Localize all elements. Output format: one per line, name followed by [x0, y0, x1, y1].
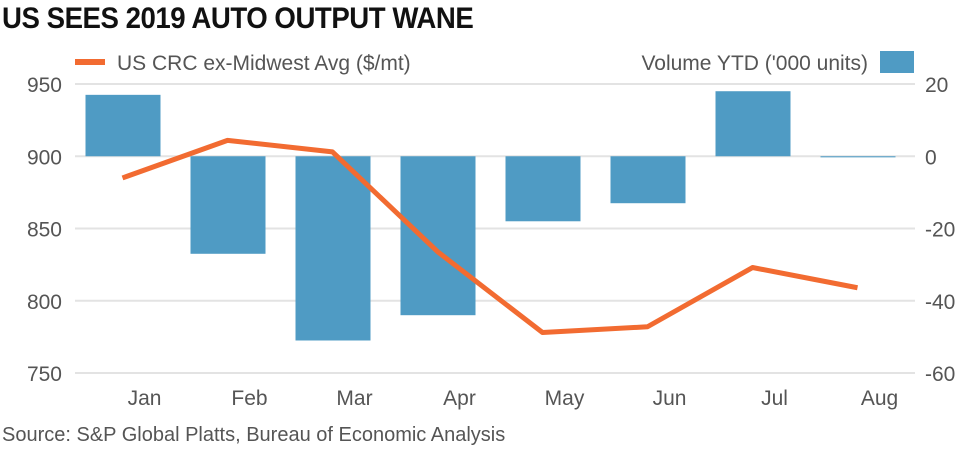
- x-tick-label: Jun: [653, 387, 687, 410]
- left-tick-label: 850: [27, 219, 62, 242]
- right-tick-label: -20: [925, 219, 955, 242]
- x-tick-label: Jul: [761, 387, 788, 410]
- price-line: [121, 137, 858, 336]
- x-tick-label: Jan: [128, 387, 162, 410]
- bar: [610, 156, 686, 204]
- legend-bar-swatch: [880, 51, 914, 73]
- right-tick-label: 0: [925, 146, 937, 169]
- bar: [190, 156, 266, 254]
- bar: [820, 156, 896, 158]
- x-tick-label: Mar: [336, 387, 372, 410]
- source-note: Source: S&P Global Platts, Bureau of Eco…: [2, 424, 506, 446]
- bar: [400, 156, 476, 316]
- right-tick-label: -40: [925, 291, 955, 314]
- right-tick-label: 20: [925, 74, 948, 97]
- x-tick-label: Aug: [861, 387, 898, 410]
- x-tick-label: Apr: [443, 387, 476, 410]
- left-tick-label: 800: [27, 291, 62, 314]
- bar: [295, 156, 371, 341]
- left-tick-label: 750: [27, 363, 62, 386]
- right-tick-label: -60: [925, 363, 955, 386]
- x-tick-label: Feb: [231, 387, 267, 410]
- left-tick-label: 950: [27, 74, 62, 97]
- left-tick-label: 900: [27, 146, 62, 169]
- chart-title: US SEES 2019 AUTO OUTPUT WANE: [2, 2, 474, 35]
- legend-line-label: US CRC ex-Midwest Avg ($/mt): [117, 52, 411, 75]
- bar: [715, 91, 791, 157]
- chart: 950 20 900 0 850 -20 800 -40 750 -60 Jan Feb Mar Apr M…: [27, 51, 955, 410]
- legend-bar-label: Volume YTD ('000 units): [641, 52, 868, 75]
- bar: [85, 94, 161, 157]
- bar: [505, 156, 581, 222]
- x-tick-label: May: [545, 387, 585, 410]
